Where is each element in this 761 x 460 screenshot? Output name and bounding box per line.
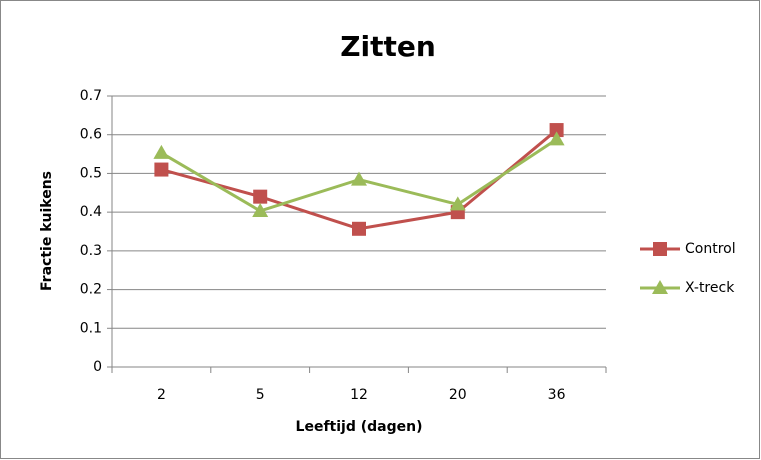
x-tick-label: 5 xyxy=(256,387,265,403)
legend-marker xyxy=(653,242,667,256)
y-tick-label: 0.7 xyxy=(80,88,102,104)
data-point xyxy=(449,196,466,211)
legend-label: Control xyxy=(685,241,736,257)
data-point xyxy=(351,171,367,186)
chart-title: Zitten xyxy=(340,30,436,63)
y-tick-label: 0.4 xyxy=(80,204,102,220)
data-point xyxy=(153,144,170,159)
data-point xyxy=(549,123,564,138)
x-tick-label: 12 xyxy=(350,387,368,403)
data-point xyxy=(154,162,169,177)
data-point xyxy=(352,221,366,236)
y-tick-label: 0.5 xyxy=(80,165,102,181)
data-point xyxy=(548,131,565,146)
y-tick-label: 0.3 xyxy=(80,243,102,259)
x-tick-label: 36 xyxy=(548,387,566,403)
legend-label: X-treck xyxy=(685,280,735,296)
data-point xyxy=(252,202,269,217)
x-tick-label: 20 xyxy=(449,387,467,403)
data-point xyxy=(253,189,268,204)
x-axis-title: Leeftijd (dagen) xyxy=(296,419,423,435)
y-tick-label: 0.1 xyxy=(80,320,102,336)
legend-marker xyxy=(652,280,668,294)
y-tick-label: 0.2 xyxy=(80,282,102,298)
y-tick-label: 0.6 xyxy=(80,127,102,143)
x-tick-label: 2 xyxy=(157,387,166,403)
y-tick-label: 0 xyxy=(93,359,102,375)
y-axis-title: Fractie kuikens xyxy=(39,171,55,291)
